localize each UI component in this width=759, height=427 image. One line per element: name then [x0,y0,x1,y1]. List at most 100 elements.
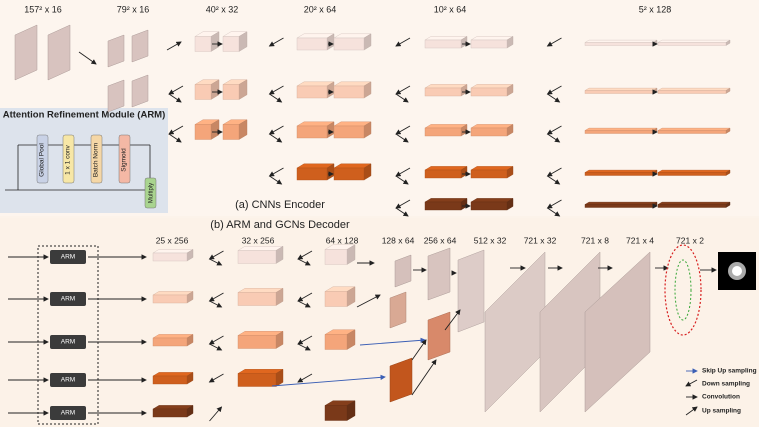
cube-top [152,405,194,410]
arm-step-label: Global Pool [39,143,46,177]
cube-top [152,372,194,377]
cube-front [296,167,328,181]
arrow [269,175,283,185]
cube-front [657,90,727,94]
arm-block-label: ARM [61,296,75,303]
arrow [168,93,182,103]
arrow [209,258,223,266]
cube-top [470,84,514,89]
encoder-label: 40² x 32 [206,4,239,14]
cube-top [424,124,468,129]
cube-front [152,408,188,418]
cube-front [424,169,462,179]
cube-front [324,334,348,350]
cube-front [324,249,348,265]
arrow [411,339,427,361]
decoder-label: 256 x 64 [424,235,457,245]
cube-front [657,204,727,208]
arm-step-label: Multiply [149,183,155,203]
cube-top [424,84,468,89]
arrow [269,93,283,103]
panel [427,311,451,361]
cube-top [424,198,468,203]
cube-top [657,87,731,91]
legend-label: Convolution [702,394,740,401]
arrow [268,85,284,95]
cube-front [584,204,654,208]
arrow [395,133,409,143]
arrow [546,85,562,95]
arrow [546,125,562,135]
panel [389,357,413,403]
cube-front [333,37,365,51]
panel [107,79,125,113]
arm-group [37,245,99,425]
arrow [547,133,561,143]
arrow [208,292,224,302]
arm-title: Attention Refinement Module (ARM) [3,110,166,121]
decoder-label: 25 x 256 [156,235,189,245]
arrow [395,125,411,135]
arrow [268,125,284,135]
arrow [547,207,561,217]
cube-front [470,169,508,179]
cube-top [152,334,194,339]
decoder-label: 32 x 256 [242,235,275,245]
arrow [546,167,562,177]
cube-top [237,288,284,293]
encoder-label: 5² x 128 [639,4,672,14]
cube-front [222,84,240,100]
arm-step [90,134,103,184]
shapes: 157² x 16 79² x 16 40² x 32 20² x 64 10² x 6… [5,4,757,422]
arm-block [50,292,86,306]
arrow [297,250,313,260]
arm-step [144,177,157,209]
cube-front [584,172,654,176]
cube-front [222,124,240,140]
legend-label: Up sampling [702,408,741,415]
cube-top [657,127,731,131]
legend-label: Skip Up sampling [702,368,757,375]
panel [107,34,125,68]
arrow [547,175,561,185]
panel [427,247,451,301]
arrow [168,125,184,135]
output-cup [732,266,742,276]
skip-arrow [271,374,386,387]
arrow [395,167,411,177]
cube-top [424,36,468,41]
cube-front [424,127,462,137]
cube-front [657,42,727,46]
arrow [209,300,223,308]
cube-front [296,125,328,139]
cube-front [657,172,727,176]
arrow [297,343,311,351]
cube-front [424,39,462,49]
arrow [546,199,562,209]
cube-front [333,125,365,139]
arm-block [50,335,86,349]
cube-front [237,373,277,387]
cube-front [194,84,212,100]
cube-front [296,85,328,99]
cube-front [324,405,348,421]
cube-front [584,42,654,46]
arm-block-label: ARM [61,410,75,417]
cube-top [584,201,658,205]
decoder-label: 721 x 2 [676,235,704,245]
arrow [297,335,313,345]
cube-front [584,90,654,94]
arrow [297,292,313,302]
panel [14,24,38,81]
cube-front [152,252,188,262]
cube-front [470,39,508,49]
arrow [356,294,381,308]
arrow [411,359,437,396]
cube-top [152,249,194,254]
panel [584,251,651,413]
panel [394,254,412,288]
cube-front [194,124,212,140]
decoder-label: 721 x 4 [626,235,654,245]
decoder-label: 64 x 128 [326,235,359,245]
